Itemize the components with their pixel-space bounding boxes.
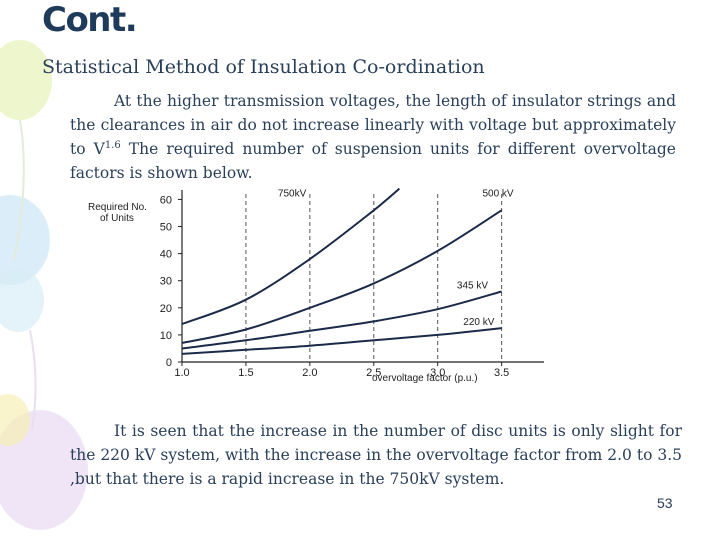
paragraph-conclusion-text: It is seen that the increase in the numb…: [70, 422, 682, 488]
series-label-750kv: 750kV: [278, 188, 307, 199]
series-label-345kv: 345 kV: [457, 281, 488, 292]
x-tick-label-3.0: 3.0: [430, 367, 445, 379]
x-tick-label-1.5: 1.5: [238, 367, 253, 379]
paragraph-intro-text-b: The required number of suspension units …: [70, 140, 676, 182]
slide-subtitle: Statistical Method of Insulation Co-ordi…: [42, 56, 485, 78]
slide-title: Cont.: [42, 0, 138, 40]
series-label-220kv: 220 kV: [463, 317, 494, 328]
y-tick-label-10: 10: [160, 330, 172, 342]
x-tick-label-1.0: 1.0: [174, 367, 189, 379]
y-tick-label-0: 0: [166, 357, 172, 369]
series-label-500kv: 500 kV: [482, 188, 513, 199]
x-axis-label: overvoltage factor (p.u.): [372, 373, 478, 384]
x-tick-label-2.0: 2.0: [302, 367, 317, 379]
series-line-220kv: [181, 327, 502, 355]
exponent: 1.6: [104, 139, 121, 151]
series-line-750kv: [181, 188, 401, 326]
y-axis-label-line2: of Units: [100, 213, 134, 224]
paragraph-intro: At the higher transmission voltages, the…: [70, 89, 676, 185]
x-tick-label-3.5: 3.5: [494, 367, 509, 379]
paragraph-conclusion: It is seen that the increase in the numb…: [70, 419, 682, 491]
balloon-decoration: [0, 40, 88, 530]
y-tick-label-30: 30: [160, 276, 172, 288]
series-line-345kv: [181, 290, 502, 350]
series-line-500kv: [181, 209, 503, 344]
page-number: 53: [657, 495, 673, 511]
x-tick-label-2.5: 2.5: [366, 367, 381, 379]
y-tick-label-20: 20: [160, 303, 172, 315]
y-axis-label-line1: Required No.: [88, 202, 147, 213]
y-tick-label-40: 40: [160, 249, 172, 261]
paragraph-intro-text-a: At the higher transmission voltages, the…: [70, 92, 676, 158]
units-vs-overvoltage-chart: Required No. of Units overvoltage factor…: [88, 188, 544, 384]
y-tick-label-60: 60: [160, 194, 172, 206]
y-tick-label-50: 50: [160, 222, 172, 234]
